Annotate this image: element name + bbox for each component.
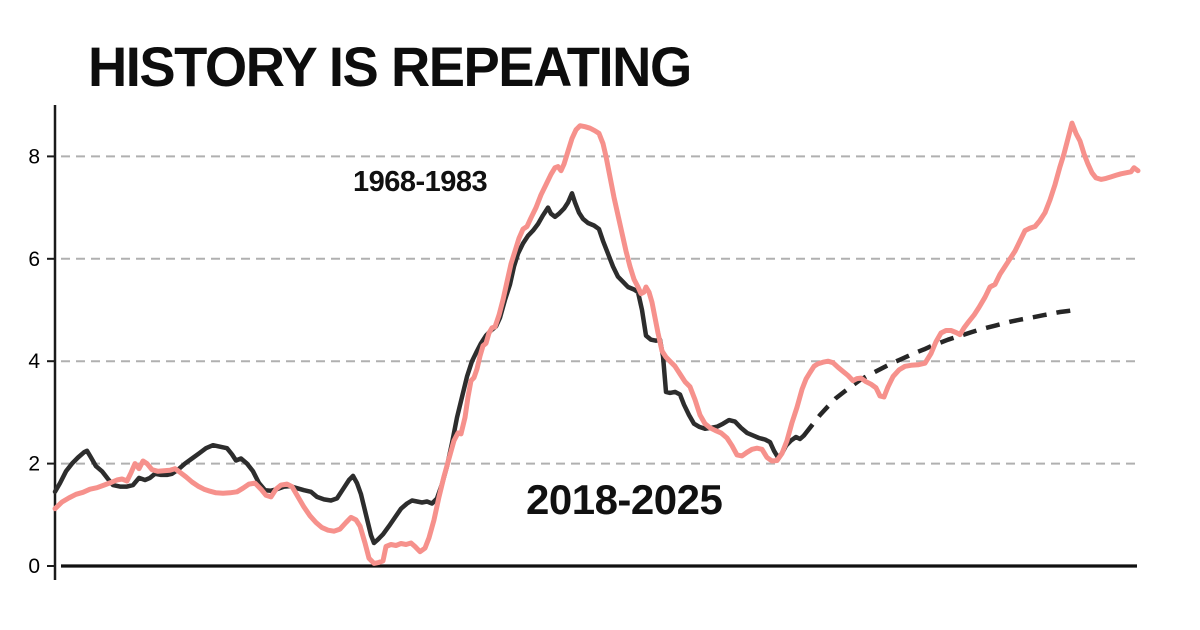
y-tick-label-0: 0 (28, 555, 40, 578)
y-tick-label-6: 6 (28, 248, 40, 271)
y-tick-label-8: 8 (28, 145, 40, 168)
series-2018-2025-line (52, 120, 1141, 566)
page-title: HISTORY IS REPEATING (88, 35, 692, 98)
series-label-2018-2025: 2018-2025 (526, 476, 723, 523)
series-1968-1983-line (52, 191, 807, 546)
series-label-1968-1983: 1968-1983 (353, 166, 488, 198)
y-tick-label-2: 2 (28, 453, 40, 476)
y-tick-label-4: 4 (28, 350, 40, 373)
